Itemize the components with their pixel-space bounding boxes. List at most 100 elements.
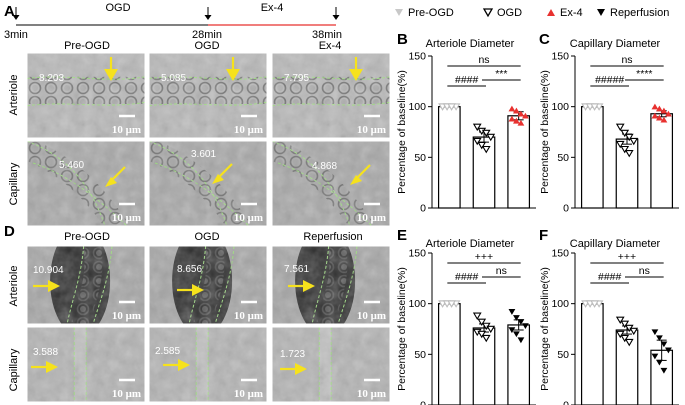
micrograph-paneld-r1-c2: 1.723 10 μm bbox=[271, 326, 391, 403]
panelA-title-pre-ogd: Pre-OGD bbox=[64, 40, 110, 52]
measurement-arrow-paneld-r1-c0 bbox=[31, 361, 58, 373]
legend: Pre-OGD OGD Ex-4 Reperfusion bbox=[395, 7, 669, 19]
chart-b: Arteriole Diameter Percentage of baseline… bbox=[396, 38, 536, 215]
measurement-arrow-paneld-r0-c1 bbox=[177, 284, 204, 296]
chart-e-ytick-label-1: 50 bbox=[414, 349, 426, 361]
chart-c-point-2-1 bbox=[656, 105, 663, 112]
chart-c: Capillary Diameter Percentage of baseline… bbox=[539, 38, 679, 215]
chart-e-ytick-label-3: 150 bbox=[408, 248, 426, 260]
micrograph-panela-r0-c0: 8.203 10 μm bbox=[26, 52, 146, 139]
legend-marker-reperfusion bbox=[597, 9, 605, 16]
chart-c-point-1-0 bbox=[615, 123, 625, 132]
measurement-arrow-paneld-r1-c1 bbox=[163, 359, 190, 371]
chart-c-point-1-2 bbox=[624, 133, 634, 142]
chart-b-point-2-2 bbox=[517, 110, 525, 117]
chart-b-point-2-3 bbox=[522, 112, 529, 119]
chart-b-point-1-0 bbox=[472, 123, 482, 132]
chart-b-point-2-0 bbox=[508, 105, 516, 112]
scale-bar-label: 10 μm bbox=[234, 310, 263, 322]
measurement-value-panela-r0-c2: 7.795 bbox=[284, 73, 309, 84]
measurement-value-paneld-r0-c0: 10.904 bbox=[33, 265, 64, 276]
chart-c-point-1-4 bbox=[615, 140, 625, 149]
micrograph-paneld-r0-c0: 10.904 10 μm bbox=[26, 245, 146, 325]
chart-e-sig-label-1: ns bbox=[496, 265, 507, 277]
chart-e-bar-1 bbox=[472, 327, 496, 405]
chart-b-sig-label-2: ns bbox=[478, 54, 489, 66]
chart-c-sig-label-1: **** bbox=[636, 68, 652, 80]
scale-bar-label: 10 μm bbox=[234, 212, 263, 224]
chart-b-sig-label-1: *** bbox=[495, 68, 507, 80]
chart-f-point-2-0 bbox=[651, 329, 659, 336]
legend-label-reperfusion: Reperfusion bbox=[610, 7, 669, 19]
chart-c-point-1-5 bbox=[620, 145, 630, 154]
chart-f-point-1-3 bbox=[629, 327, 639, 336]
measurement-value-paneld-r0-c1: 8.656 bbox=[177, 264, 202, 275]
timeline-time-28min: 28min bbox=[192, 29, 222, 41]
chart-b-ytick-label-0: 0 bbox=[420, 203, 426, 215]
measurement-value-paneld-r1-c1: 2.585 bbox=[155, 346, 180, 357]
scale-bar-label: 10 μm bbox=[234, 388, 263, 400]
chart-b-ytick-label-1: 50 bbox=[414, 152, 426, 164]
measurement-value-panela-r0-c1: 5.085 bbox=[161, 73, 186, 84]
panelA-title-ex4: Ex-4 bbox=[319, 40, 342, 52]
chart-b-point-2-1 bbox=[513, 107, 520, 114]
legend-marker-ogd bbox=[482, 8, 494, 18]
chart-e-point-1-5 bbox=[477, 330, 487, 339]
timeline-segment-ogd: OGD bbox=[105, 2, 130, 14]
panelA-title-ogd: OGD bbox=[194, 40, 219, 52]
chart-b-ylabel: Percentage of baseline(%) bbox=[396, 70, 408, 194]
chart-b-point-2-5 bbox=[513, 117, 520, 124]
measurement-value-panela-r1-c2: 4.868 bbox=[312, 161, 337, 172]
chart-f: Capillary Diameter Percentage of baseline… bbox=[539, 238, 679, 405]
scale-bar-label: 10 μm bbox=[112, 212, 141, 224]
chart-f-point-2-5 bbox=[656, 359, 663, 366]
chart-b-ytick-label-2: 100 bbox=[408, 101, 426, 113]
micrograph-paneld-r0-c1: 8.656 10 μm bbox=[148, 245, 268, 325]
chart-f-title: Capillary Diameter bbox=[570, 238, 661, 250]
micrograph-paneld-r1-c1: 2.585 10 μm bbox=[148, 326, 268, 403]
chart-e-sig-label-0: #### bbox=[455, 271, 479, 283]
chart-e-point-2-4 bbox=[508, 327, 516, 334]
measurement-arrow-panela-r1-c0 bbox=[105, 166, 126, 187]
chart-e-point-1-3 bbox=[486, 325, 496, 334]
chart-e-point-0-6 bbox=[447, 300, 456, 308]
measurement-value-panela-r1-c0: 5.460 bbox=[59, 160, 84, 171]
chart-f-point-2-3 bbox=[665, 347, 672, 354]
chart-f-sig-label-2: +++ bbox=[618, 251, 636, 263]
legend-label-pre-ogd: Pre-OGD bbox=[408, 7, 454, 19]
chart-f-sig-label-0: #### bbox=[598, 271, 622, 283]
legend-marker-pre-ogd bbox=[395, 9, 403, 16]
scale-bar-label: 10 μm bbox=[112, 388, 141, 400]
scale-bar-label: 10 μm bbox=[357, 124, 386, 136]
chart-e-point-2-2 bbox=[517, 319, 525, 325]
chart-b-point-1-5 bbox=[477, 141, 487, 150]
chart-c-bar-2 bbox=[650, 113, 674, 209]
measurement-value-panela-r0-c0: 8.203 bbox=[39, 73, 64, 84]
legend-label-ogd: OGD bbox=[497, 7, 522, 19]
panelD-title-ogd: OGD bbox=[194, 231, 219, 243]
scale-bar-label: 10 μm bbox=[234, 124, 263, 136]
chart-c-point-1-1 bbox=[620, 129, 630, 138]
chart-c-ylabel: Percentage of baseline(%) bbox=[539, 70, 551, 194]
measurement-arrow-paneld-r1-c2 bbox=[280, 363, 307, 375]
timeline-time-38min: 38min bbox=[312, 29, 342, 41]
chart-f-point-1-4 bbox=[615, 330, 625, 339]
chart-c-point-2-0 bbox=[651, 103, 659, 110]
panel-letter-e: E bbox=[397, 227, 407, 244]
chart-f-sig-label-1: ns bbox=[639, 265, 650, 277]
chart-f-ytick-label-3: 150 bbox=[551, 248, 569, 260]
panelA-row-label-capillary: Capillary bbox=[8, 162, 20, 205]
measurement-arrow-panela-r0-c0 bbox=[104, 57, 118, 81]
chart-b-point-1-6 bbox=[481, 145, 491, 154]
chart-e-sig-label-2: +++ bbox=[475, 251, 493, 263]
chart-c-point-1-3 bbox=[629, 137, 639, 146]
chart-c-sig-label-0: ##### bbox=[595, 74, 624, 86]
timeline-arrow-38min bbox=[332, 7, 340, 20]
chart-e-point-2-1 bbox=[513, 315, 520, 321]
chart-f-point-1-5 bbox=[620, 334, 630, 343]
chart-f-point-2-1 bbox=[656, 335, 663, 342]
chart-e-bar-0 bbox=[437, 303, 461, 405]
measurement-value-paneld-r1-c0: 3.588 bbox=[33, 347, 58, 358]
measurement-arrow-panela-r1-c1 bbox=[212, 163, 233, 184]
